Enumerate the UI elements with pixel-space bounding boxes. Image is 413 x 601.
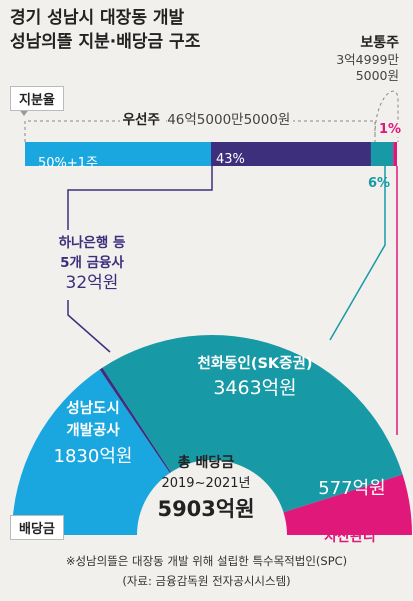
center-line-2: 2019~2021년 [161,476,251,491]
common-bracket [374,90,399,142]
preferred-label-wrap: 우선주 46억5000만5000원 [0,108,413,128]
page-title: 경기 성남시 대장동 개발 성남의뜰 지분·배당금 구조 [10,6,200,54]
bar-label-sky: 50%+1주 [38,156,99,171]
teal-value: 3463억원 [213,377,297,399]
slice-label-sky: 성남도시 개발공사 1830억원 [38,398,148,468]
common-share-label: 보통주 [360,35,399,51]
title-line-1: 경기 성남시 대장동 개발 [10,8,185,28]
preferred-label: 우선주 [119,112,163,128]
bank-connector [67,166,213,230]
footnote-1: ※성남의뜰은 대장동 개발 위해 설립한 특수목적법인(SPC) [65,554,348,568]
preferred-amount: 46억5000만5000원 [167,112,294,128]
common-share-amount-line-1: 3억4999만 [336,52,399,67]
bank-amount: 32억원 [65,273,119,293]
magenta-name-line-1: 화천대유 [324,510,376,526]
share-bar-segment-2 [370,142,394,166]
footnote-2: (자료: 금융감독원 전자공시시스템) [122,574,291,588]
bank-annotation: 하나은행 등 5개 금융사 32억원 [22,233,162,293]
bank-label-line-1: 하나은행 등 [58,235,126,251]
bar-label-teal: 6% [368,176,391,191]
common-share-amount: 3억4999만 5000원 [336,52,399,84]
dividend-tag: 배당금 [10,515,64,540]
teal-connector [329,166,386,341]
share-bar-segment-3 [393,142,397,166]
teal-name: 천화동인(SK증권) [197,356,313,372]
bar-label-purple: 43% [216,152,245,167]
slice-label-teal: 천화동인(SK증권) 3463억원 [180,352,330,400]
center-line-1: 총 배당금 [177,455,235,471]
bar-tag: 지분율 [10,86,64,111]
title-line-2: 성남의뜰 지분·배당금 구조 [10,32,201,52]
dividend-slice-1 [99,367,171,473]
share-bar-segment-0 [25,142,211,166]
center-summary: 총 배당금 2019~2021년 5903억원 [136,452,276,524]
common-share-amount-line-2: 5000원 [355,68,399,83]
bank-connector-lower [67,300,111,353]
bar-label-magenta: 1% [377,122,404,137]
center-total: 5903억원 [157,497,255,521]
slice-label-magenta: 577억원 [318,478,386,499]
dividend-slice-3 [283,474,412,535]
magenta-name: 화천대유 자산관리 [300,509,400,547]
dividend-slice-0 [12,369,170,535]
share-bar-segment-1 [211,142,371,166]
dividend-slice-2 [102,335,403,513]
sky-name-2: 개발공사 [66,423,120,439]
sky-name-1: 성남도시 [66,401,120,417]
sky-value: 1830억원 [53,446,133,467]
bank-label-line-2: 5개 금융사 [60,255,124,271]
magenta-name-line-2: 자산관리 [324,529,376,545]
